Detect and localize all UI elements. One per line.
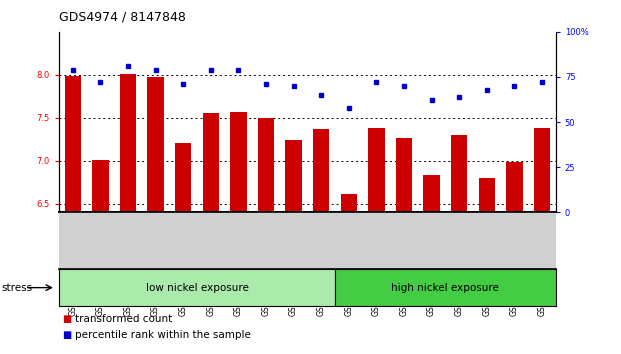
Text: ■: ■ — [62, 314, 71, 324]
Bar — [285, 140, 302, 212]
Text: high nickel exposure: high nickel exposure — [391, 282, 499, 293]
Bar — [340, 194, 357, 212]
Text: transformed count: transformed count — [75, 314, 172, 324]
Bar — [313, 129, 330, 212]
Bar — [202, 113, 219, 212]
Text: percentile rank within the sample: percentile rank within the sample — [75, 330, 250, 339]
Bar — [424, 175, 440, 212]
Bar — [59, 269, 335, 306]
Bar — [230, 112, 247, 212]
Bar — [258, 118, 274, 212]
Text: ■: ■ — [62, 330, 71, 339]
Bar — [479, 178, 495, 212]
Bar — [533, 128, 550, 212]
Bar — [92, 160, 109, 212]
Bar — [175, 143, 191, 212]
Text: stress: stress — [2, 282, 33, 293]
Bar — [396, 138, 412, 212]
Bar — [147, 76, 164, 212]
Text: GDS4974 / 8147848: GDS4974 / 8147848 — [59, 11, 186, 24]
Bar — [335, 269, 556, 306]
Bar — [120, 74, 136, 212]
Bar — [506, 162, 523, 212]
Bar — [368, 128, 384, 212]
Bar — [451, 135, 468, 212]
Bar — [65, 76, 81, 212]
Text: low nickel exposure: low nickel exposure — [145, 282, 248, 293]
